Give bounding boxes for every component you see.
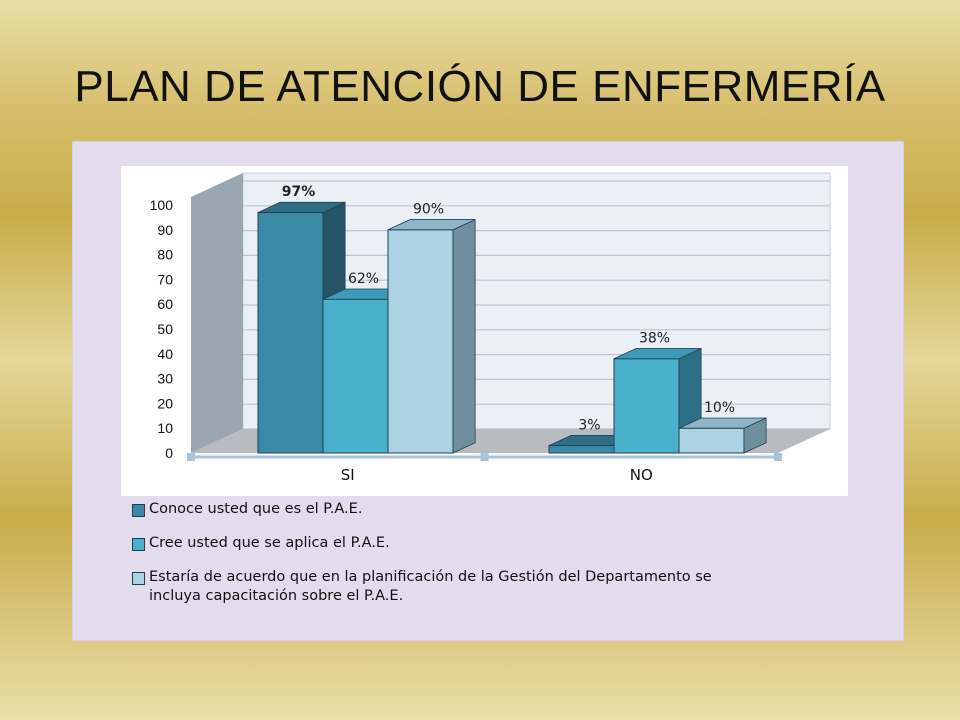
bar-si-series-2 xyxy=(322,298,389,454)
legend-swatch-cree xyxy=(132,538,145,551)
data-label: 97% xyxy=(282,184,316,200)
y-tick-label: 0 xyxy=(165,445,173,461)
x-axis-marker xyxy=(774,453,782,461)
chart-side-wall xyxy=(191,173,243,453)
bar-no-series-2 xyxy=(613,358,680,454)
y-tick-label: 20 xyxy=(157,395,173,411)
slide-title: PLAN DE ATENCIÓN DE ENFERMERÍA xyxy=(74,62,886,111)
x-axis-marker xyxy=(187,453,195,461)
bar-chart-3d: 0 10 20 30 40 50 60 70 80 90 100 97% 3% 62% 38% 90% 10% S… xyxy=(150,172,831,484)
y-tick-label: 90 xyxy=(157,222,173,238)
data-label: 10% xyxy=(704,400,735,416)
chart-area: 0 10 20 30 40 50 60 70 80 90 100 97% 3% 62% 38% 90% 10% S… xyxy=(121,166,848,496)
data-label: 3% xyxy=(578,417,600,433)
legend-item-conoce: Conoce usted que es el P.A.E. xyxy=(132,500,363,519)
y-tick-label: 30 xyxy=(157,371,173,387)
bar-side-si-series-3 xyxy=(452,218,476,454)
bar-no-series-1 xyxy=(548,445,615,454)
bar-top-si-series-1 xyxy=(257,201,346,213)
data-label: 38% xyxy=(639,331,670,347)
chart-panel: 0 10 20 30 40 50 60 70 80 90 100 97% 3% 62% 38% 90% 10% S… xyxy=(72,141,904,641)
x-axis-marker xyxy=(480,453,489,461)
x-category-label: NO xyxy=(630,466,653,484)
legend-item-cree: Cree usted que se aplica el P.A.E. xyxy=(132,534,390,553)
data-label: 90% xyxy=(413,202,444,218)
legend-label-cree: Cree usted que se aplica el P.A.E. xyxy=(149,535,390,551)
legend-label-conoce: Conoce usted que es el P.A.E. xyxy=(149,501,363,517)
bar-top-si-series-3 xyxy=(387,219,476,231)
x-category-label: SI xyxy=(341,466,355,484)
bar-top-no-series-2 xyxy=(613,348,702,360)
legend-label-estaria-line1: Estaría de acuerdo que en la planificaci… xyxy=(149,569,712,585)
y-tick-label: 60 xyxy=(157,296,173,312)
legend-label-estaria-line2: incluya capacitación sobre el P.A.E. xyxy=(149,588,404,604)
bar-top-no-series-3 xyxy=(678,417,767,429)
y-tick-label: 50 xyxy=(157,321,173,337)
bar-no-series-3 xyxy=(678,427,745,454)
y-tick-label: 10 xyxy=(157,420,173,436)
legend-swatch-estaria xyxy=(132,572,145,585)
y-tick-label: 70 xyxy=(157,271,173,287)
legend-item-estaria: Estaría de acuerdo que en la planificaci… xyxy=(132,568,712,606)
y-tick-label: 80 xyxy=(157,247,173,263)
bar-si-series-1 xyxy=(257,211,324,454)
y-tick-label: 40 xyxy=(157,346,173,362)
legend-swatch-conoce xyxy=(132,504,145,517)
data-label: 62% xyxy=(348,271,379,287)
y-tick-label: 100 xyxy=(150,197,174,213)
bar-si-series-3 xyxy=(387,229,454,454)
